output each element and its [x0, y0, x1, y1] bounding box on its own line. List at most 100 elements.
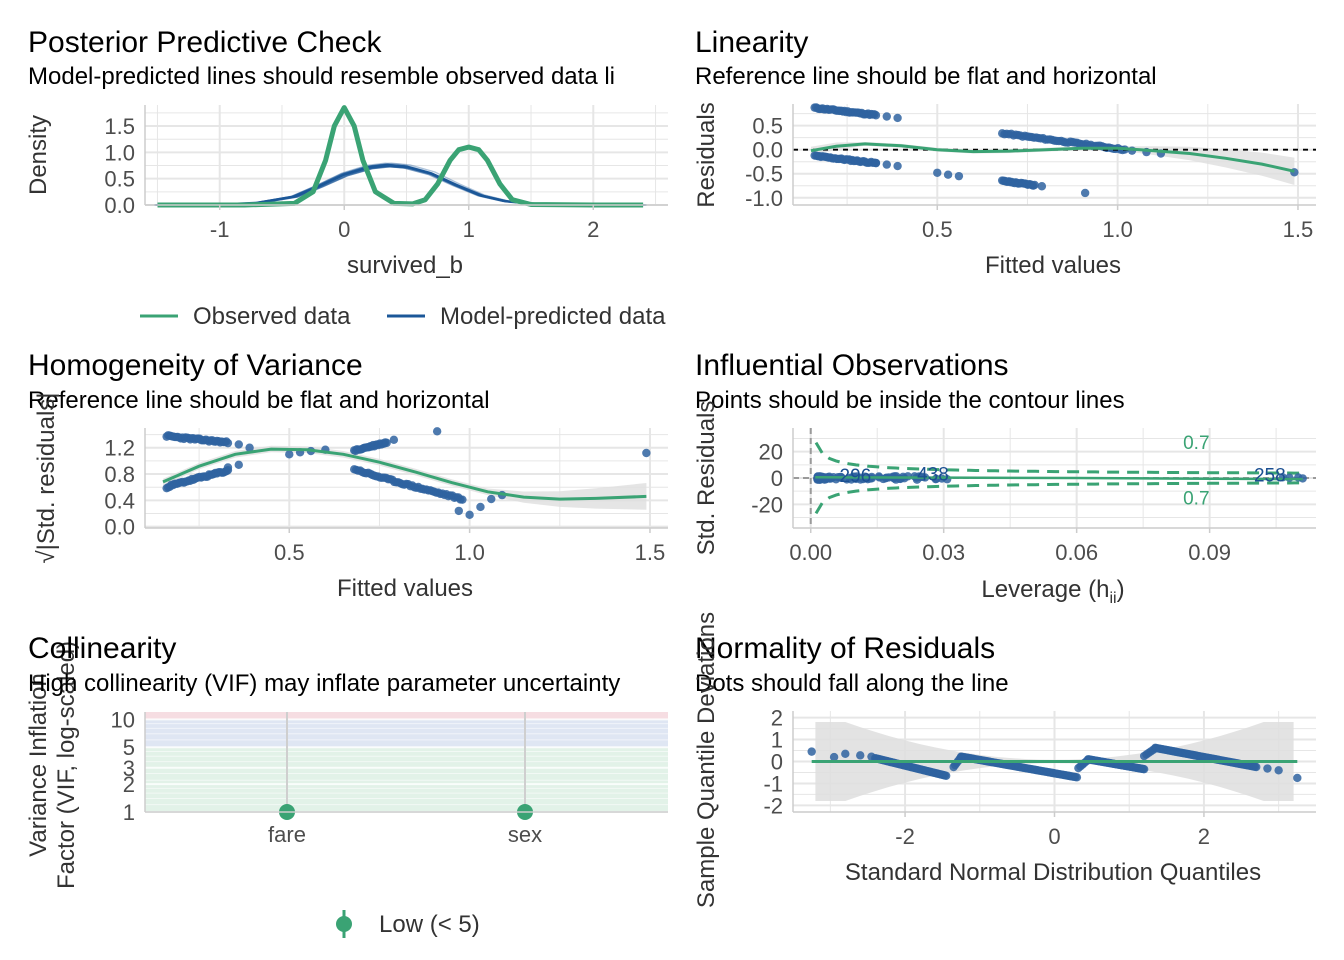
collinearity-subtitle: High collinearity (VIF) may inflate para… [28, 670, 620, 697]
normality-point [1263, 764, 1272, 773]
linearity-point [954, 171, 964, 181]
normality-ytick-label: 0 [771, 750, 783, 775]
homogeneity-ribbon [163, 445, 647, 510]
predicted-draw-line [159, 165, 646, 206]
predicted-mean-line [157, 163, 644, 207]
normality-point [856, 751, 865, 760]
homogeneity-xtick-label: 0.5 [274, 540, 305, 565]
homogeneity-content [162, 427, 651, 520]
linearity-xtick-label: 1.0 [1102, 217, 1133, 242]
influential-ytick-label: 20 [759, 440, 783, 465]
vif-band-high [145, 712, 668, 720]
collinearity-ticks: 1 235 10 fare sex [111, 707, 668, 847]
influential-ytick-label: 0 [771, 466, 783, 491]
normality-xtick-label: -2 [895, 824, 915, 849]
homogeneity-point [642, 448, 651, 458]
normality-point [1293, 773, 1302, 783]
linearity-point [882, 160, 891, 169]
collinearity-xtick-label: fare [268, 822, 306, 847]
point-label-296: 296 [840, 466, 872, 487]
ppc-ytick-label: 1.5 [104, 114, 135, 139]
linearity-ticks: 0.5 1.0 1.5-1.0-0.50.00.5 [745, 104, 1316, 242]
homogeneity-point [382, 438, 391, 448]
collinearity-ytick-label: 3 [123, 756, 135, 781]
ppc-grid [145, 105, 668, 206]
normality-point [807, 747, 816, 756]
influential-ytick-label: -20 [751, 492, 783, 517]
influential-title: Influential Observations [695, 349, 1009, 382]
predicted-draw-line [156, 165, 643, 206]
panel-homogeneity: Homogeneity of Variance 0.5 1.0 1.5 0.00.40… [28, 349, 668, 602]
collinearity-ylabel-1: Variance Inflation [25, 673, 52, 857]
homogeneity-point [223, 438, 233, 448]
linearity-ytick-label: -1.0 [745, 186, 783, 211]
predicted-draw-line [154, 165, 640, 206]
panel-collinearity: 1 235 10 fare sex Variance Inflation Factor … [25, 632, 668, 938]
predicted-draw-line [161, 165, 647, 206]
normality-point [1274, 766, 1283, 775]
normality-point [1072, 773, 1082, 782]
predicted-draw-line [156, 164, 642, 206]
collinearity-ytick-label: 5 [123, 735, 135, 760]
influential-xtick-label: 0.00 [789, 540, 832, 565]
homogeneity-point [476, 502, 485, 512]
predicted-draw-line [157, 164, 644, 206]
normality-point [1139, 764, 1149, 774]
linearity-xlabel: Fitted values [985, 252, 1121, 279]
ppc-ylabel: Density [25, 115, 52, 195]
panel-linearity: Linearity Reference line should be flat … [693, 26, 1316, 279]
linearity-title: Linearity [695, 26, 808, 59]
point-label-258: 258 [1254, 465, 1286, 486]
influential-xtick-label: 0.06 [1055, 540, 1098, 565]
predicted-draw-line [155, 164, 642, 206]
ppc-ticks: -1 0 1 2 0.00.51.01.5 [104, 105, 668, 242]
influential-subtitle: Points should be inside the contour line… [695, 387, 1125, 414]
linearity-point [871, 111, 881, 120]
ppc-ytick-label: 1.0 [104, 140, 135, 165]
linearity-point [1080, 188, 1090, 198]
homogeneity-smooth-line [162, 447, 647, 501]
point-label-438: 438 [917, 465, 949, 486]
contour-label-lower: 0.7 [1183, 488, 1209, 509]
legend-label-predicted: Model-predicted data [440, 303, 666, 330]
collinearity-ylabel-2: Factor (VIF, log-scaled) [53, 641, 80, 889]
collinearity-xtick-label: sex [508, 822, 542, 847]
predicted-draw-line [155, 165, 642, 206]
normality-point [941, 771, 951, 780]
normality-ytick-label: 1 [771, 728, 783, 753]
homogeneity-point [234, 440, 243, 449]
normality-ytick-label: -1 [763, 771, 783, 796]
linearity-point [1037, 182, 1047, 191]
linearity-smooth-line [810, 142, 1295, 173]
homogeneity-grid [145, 428, 668, 528]
linearity-ytick-label: -0.5 [745, 162, 783, 187]
collinearity-ytick-label: 10 [111, 707, 135, 732]
linearity-point [893, 161, 902, 171]
legend-key-low-dot [336, 916, 352, 932]
predicted-draw-line [160, 165, 646, 206]
linearity-content [793, 103, 1316, 198]
homogeneity-ytick-label: 0.4 [104, 488, 135, 513]
predicted-draw-line [159, 165, 646, 206]
homogeneity-ytick-label: 0.0 [104, 515, 135, 540]
homogeneity-xtick-label: 1.5 [635, 540, 666, 565]
ppc-lines [154, 105, 647, 208]
homogeneity-point [458, 495, 467, 504]
influential-xtick-label: 0.03 [922, 540, 965, 565]
normality-title: Normality of Residuals [695, 632, 995, 665]
homogeneity-point [389, 435, 399, 445]
predicted-draw-line [157, 164, 644, 206]
homogeneity-ticks: 0.5 1.0 1.5 0.00.40.81.2 [104, 428, 668, 565]
homogeneity-point [245, 443, 254, 452]
legend-label-low: Low (< 5) [379, 911, 480, 938]
normality-xtick-label: 0 [1048, 824, 1060, 849]
influential-xlabel: Leverage (hii) [981, 576, 1124, 607]
ppc-xtick-label: -1 [210, 217, 230, 242]
predicted-draw-line [154, 163, 641, 206]
homogeneity-xlabel: Fitted values [337, 575, 473, 602]
collinearity-grid [145, 712, 668, 813]
homogeneity-point [234, 460, 243, 470]
predicted-draw-line [157, 164, 643, 206]
